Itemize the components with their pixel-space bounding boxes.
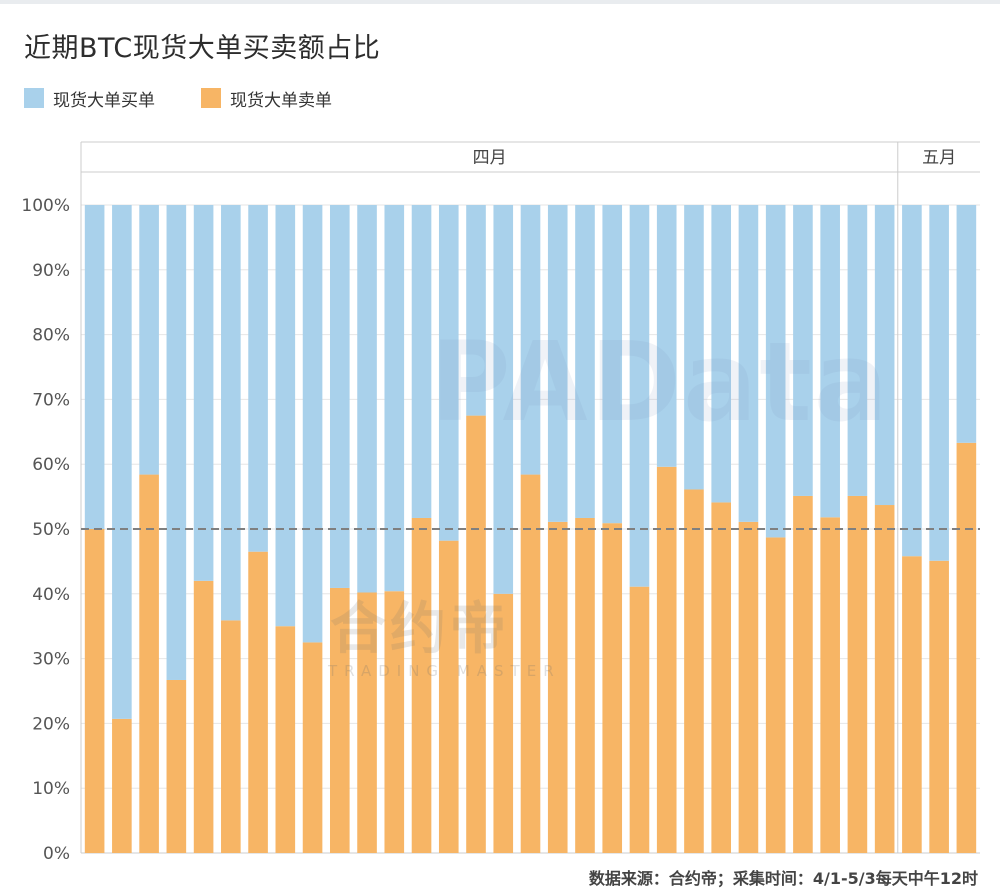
bar-buy [602, 205, 623, 524]
month-label: 五月 [922, 148, 956, 168]
bar-buy [684, 205, 704, 490]
bar-sell [275, 626, 296, 853]
bar-buy [84, 205, 105, 529]
bar-buy [629, 205, 650, 587]
legend-swatch-sell [201, 88, 221, 108]
bar-buy [411, 205, 432, 518]
legend-item-sell: 现货大单卖单 [201, 86, 332, 111]
bar-buy [520, 205, 541, 475]
bar-sell [929, 560, 949, 853]
bar-buy [874, 205, 895, 506]
bar-sell [684, 489, 704, 853]
bar-buy [166, 205, 187, 680]
bar-sell [738, 521, 759, 853]
legend-label-sell: 现货大单卖单 [230, 90, 332, 111]
bar-sell [438, 540, 459, 853]
bar-buy [493, 205, 514, 594]
bar-buy [466, 205, 486, 416]
bar-sell [656, 466, 677, 853]
bar-sell [956, 442, 977, 853]
bar-sell [466, 415, 486, 853]
bar-buy [847, 205, 868, 496]
bar-sell [765, 537, 786, 853]
bar-sell [520, 474, 541, 853]
bar-buy [738, 205, 759, 522]
bar-sell [84, 529, 105, 853]
bar-sell [112, 718, 132, 853]
bar-buy [956, 205, 977, 443]
bar-buy [575, 205, 595, 518]
bar-sell [874, 505, 895, 853]
bar-sell [221, 620, 241, 853]
bar-sell [847, 495, 868, 853]
legend: 现货大单买单 现货大单卖单 [24, 86, 378, 111]
bar-sell [166, 679, 187, 853]
bar-sell [602, 523, 623, 853]
bar-buy [793, 205, 813, 496]
bar-buy [275, 205, 296, 627]
y-tick-label: 30% [32, 650, 70, 670]
bar-sell [139, 474, 159, 853]
legend-label-buy: 现货大单买单 [53, 90, 155, 111]
y-tick-label: 20% [32, 714, 70, 734]
bar-buy [902, 205, 922, 557]
y-tick-label: 90% [32, 261, 70, 281]
bar-buy [357, 205, 377, 593]
bar-buy [221, 205, 241, 621]
bar-sell [575, 517, 595, 853]
bar-buy [765, 205, 786, 538]
y-tick-label: 100% [21, 196, 70, 216]
bar-buy [929, 205, 949, 561]
bar-sell [193, 580, 214, 853]
bar-sell [357, 592, 377, 853]
legend-swatch-buy [24, 88, 44, 108]
bar-buy [656, 205, 677, 467]
bar-buy [547, 205, 568, 522]
bar-buy [329, 205, 350, 588]
bar-sell [793, 495, 813, 853]
y-tick-label: 80% [32, 326, 70, 346]
bar-sell [902, 556, 922, 853]
y-tick-label: 60% [32, 455, 70, 475]
chart-title: 近期BTC现货大单买卖额占比 [24, 33, 381, 64]
bar-buy [384, 205, 405, 592]
legend-item-buy: 现货大单买单 [24, 86, 155, 111]
bar-buy [438, 205, 459, 541]
bar-sell [629, 586, 650, 853]
y-tick-label: 10% [32, 779, 70, 799]
bar-buy [248, 205, 268, 552]
y-tick-label: 40% [32, 585, 70, 605]
bar-buy [112, 205, 132, 719]
bar-sell [411, 517, 432, 853]
y-tick-label: 70% [32, 390, 70, 410]
bar-sell [329, 587, 350, 853]
y-tick-label: 50% [32, 520, 70, 540]
bar-sell [248, 551, 268, 853]
bar-buy [711, 205, 732, 503]
bar-sell [384, 591, 405, 853]
bar-sell [547, 521, 568, 853]
top-strip [0, 0, 1000, 4]
bar-sell [820, 517, 840, 853]
month-label: 四月 [473, 148, 507, 168]
bar-sell [493, 593, 514, 853]
source-note: 数据来源：合约帝；采集时间：4/1-5/3每天中午12时 [588, 869, 978, 888]
bar-sell [302, 642, 323, 853]
y-tick-label: 0% [43, 844, 70, 864]
bar-buy [193, 205, 214, 581]
bar-buy [820, 205, 840, 518]
bar-sell [711, 502, 732, 853]
bar-buy [302, 205, 323, 643]
bar-buy [139, 205, 159, 475]
